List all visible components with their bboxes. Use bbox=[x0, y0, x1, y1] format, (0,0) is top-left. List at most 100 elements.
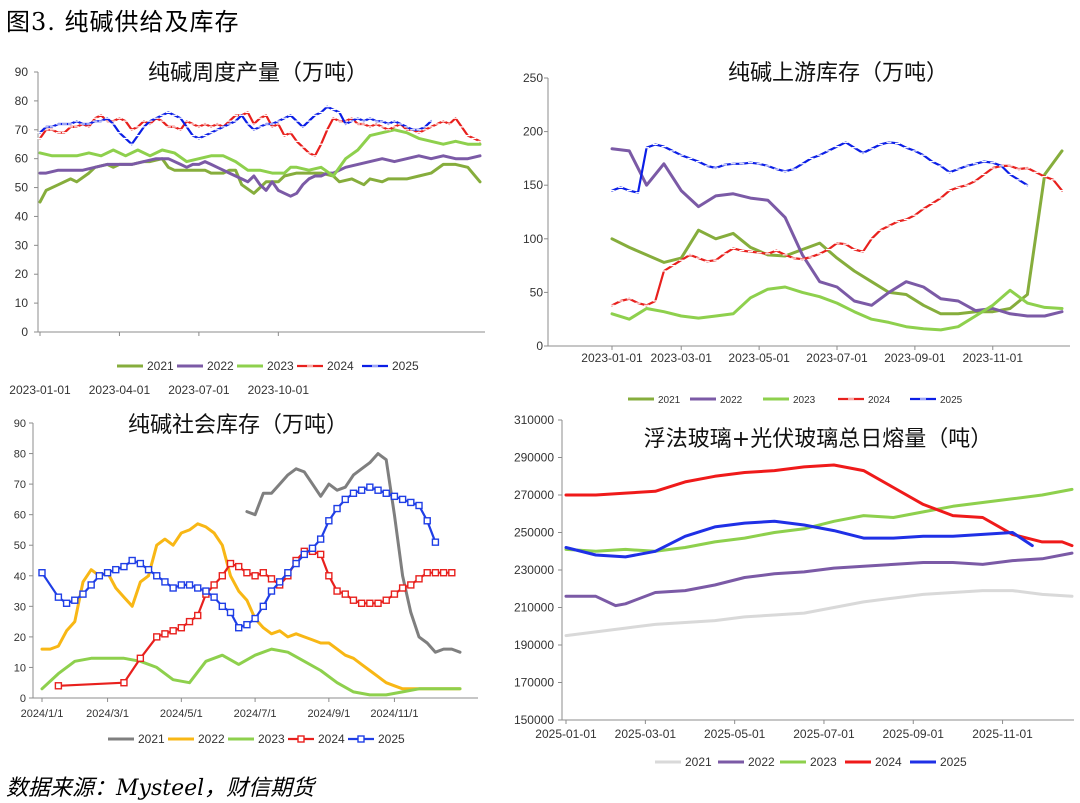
series-point-2024 bbox=[325, 572, 333, 580]
series-point-2025 bbox=[185, 581, 194, 589]
series-point-2024 bbox=[423, 569, 431, 577]
legend-label-2025: 2025 bbox=[940, 395, 963, 406]
series-point-2024 bbox=[382, 596, 390, 604]
series-line-2023 bbox=[40, 647, 462, 697]
legend-label-2025: 2025 bbox=[392, 359, 419, 373]
chart-social-inventory: 0 10 20 30 40 50 60 70 80 90 2024/1/1 2024/3/1 2024/… bbox=[14, 413, 478, 746]
y-tick-label: 50 bbox=[15, 181, 29, 195]
series-point-2025 bbox=[87, 581, 95, 589]
series-point-2025 bbox=[177, 581, 186, 589]
series-point-2025 bbox=[218, 602, 227, 611]
y-tick-label: 60 bbox=[14, 510, 26, 522]
y-tick-label: 70 bbox=[14, 479, 26, 491]
legend-label-2024: 2024 bbox=[327, 359, 354, 373]
series-point-2025 bbox=[202, 587, 210, 595]
series-point-2024 bbox=[218, 572, 227, 580]
series-point-2024 bbox=[366, 599, 374, 607]
series-point-2024 bbox=[357, 599, 366, 607]
chart-title: 纯碱社会库存（万吨） bbox=[128, 413, 348, 438]
y-tick-label: 20 bbox=[15, 267, 29, 281]
y-tick-label: 0 bbox=[20, 693, 26, 705]
legend-label-2022: 2022 bbox=[720, 395, 743, 406]
y-tick-label: 30 bbox=[15, 238, 29, 252]
legend-label-2023: 2023 bbox=[810, 755, 837, 769]
series-point-2025 bbox=[275, 578, 284, 586]
series-point-2024 bbox=[407, 581, 415, 589]
series-point-2025 bbox=[292, 559, 300, 568]
series-point-2025 bbox=[267, 587, 276, 595]
y-tick-label: 0 bbox=[21, 325, 28, 339]
series-point-2025 bbox=[128, 556, 136, 565]
series-point-2025 bbox=[284, 569, 292, 577]
y-tick-label: 90 bbox=[15, 65, 29, 79]
x-tick-label: 2025-03-01 bbox=[615, 727, 677, 741]
series-point-2024 bbox=[259, 569, 267, 577]
legend-label-2022: 2022 bbox=[198, 732, 225, 746]
series-line-2022 bbox=[38, 154, 482, 198]
y-tick-label: 250 bbox=[523, 71, 543, 85]
y-tick-label: 90 bbox=[14, 418, 26, 430]
chart-title: 纯碱上游库存（万吨） bbox=[728, 61, 948, 86]
y-tick-label: 170000 bbox=[514, 676, 554, 690]
series-point-2024 bbox=[415, 575, 423, 583]
x-tick-label: 2023-07-01 bbox=[168, 383, 230, 397]
y-tick-label: 70 bbox=[15, 123, 29, 137]
legend-label-2021: 2021 bbox=[685, 755, 712, 769]
x-tick-label: 2023-07-01 bbox=[806, 351, 868, 365]
x-tick-label: 2023-10-01 bbox=[248, 383, 310, 397]
series-point-2024 bbox=[226, 559, 235, 568]
series-point-2024 bbox=[349, 596, 358, 604]
legend-label-2021: 2021 bbox=[138, 732, 165, 746]
series-point-2025 bbox=[423, 517, 431, 525]
series-point-2024 bbox=[439, 569, 448, 577]
y-tick-label: 20 bbox=[14, 632, 26, 644]
figure-title: 图3. 纯碱供给及库存 bbox=[6, 8, 240, 36]
legend-marker-2025 bbox=[357, 735, 365, 743]
x-tick-label: 2023-09-01 bbox=[884, 351, 946, 365]
y-tick-label: 150 bbox=[523, 178, 543, 192]
series-point-2025 bbox=[144, 565, 153, 574]
x-tick-label: 2024/7/1 bbox=[234, 708, 277, 720]
legend-label-2024: 2024 bbox=[868, 395, 891, 406]
x-tick-label: 2023-11-01 bbox=[963, 351, 1024, 365]
series-point-2024 bbox=[341, 590, 349, 598]
series-point-2025 bbox=[38, 569, 46, 577]
legend-label-2023: 2023 bbox=[258, 732, 285, 746]
x-tick-label: 2023-05-01 bbox=[728, 351, 790, 365]
chart-title: 纯碱周度产量（万吨） bbox=[148, 61, 368, 86]
series-line-2021 bbox=[38, 157, 482, 204]
series-point-2025 bbox=[366, 483, 374, 491]
series-point-2025 bbox=[431, 538, 440, 546]
y-tick-label: 310000 bbox=[514, 413, 554, 427]
series-point-2025 bbox=[71, 596, 79, 604]
series-point-2025 bbox=[120, 562, 128, 571]
series-point-2025 bbox=[95, 572, 104, 580]
legend-label-2021: 2021 bbox=[147, 359, 174, 373]
series-point-2025 bbox=[374, 486, 382, 494]
series-point-2025 bbox=[54, 593, 63, 601]
series-point-2025 bbox=[235, 624, 243, 632]
series-point-2025 bbox=[349, 489, 358, 497]
series-point-2024 bbox=[243, 569, 251, 577]
y-tick-label: 210000 bbox=[514, 601, 554, 615]
series-point-2025 bbox=[316, 535, 325, 543]
series-point-2024 bbox=[390, 590, 399, 598]
legend-label-2022: 2022 bbox=[207, 359, 234, 373]
series-point-2024 bbox=[169, 627, 177, 635]
series-point-2024 bbox=[333, 587, 341, 595]
legend-label-2024: 2024 bbox=[318, 732, 345, 746]
x-tick-label: 2023-03-01 bbox=[651, 351, 713, 365]
x-tick-label: 2025-07-01 bbox=[793, 727, 855, 741]
series-point-2025 bbox=[226, 608, 235, 617]
series-point-2025 bbox=[169, 584, 177, 592]
series-point-2025 bbox=[62, 599, 71, 607]
chart-upstream-inventory: 0 50 100 150 200 250 2023-01-01 2023-03-01 2023-… bbox=[523, 61, 1070, 406]
y-tick-label: 270000 bbox=[514, 488, 554, 502]
series-point-2024 bbox=[431, 569, 440, 577]
y-tick-label: 230000 bbox=[514, 563, 554, 577]
series-point-2025 bbox=[341, 495, 349, 504]
legend-label-2023: 2023 bbox=[267, 359, 294, 373]
y-tick-label: 0 bbox=[536, 339, 543, 353]
y-tick-label: 10 bbox=[15, 296, 29, 310]
series-point-2024 bbox=[54, 682, 63, 690]
